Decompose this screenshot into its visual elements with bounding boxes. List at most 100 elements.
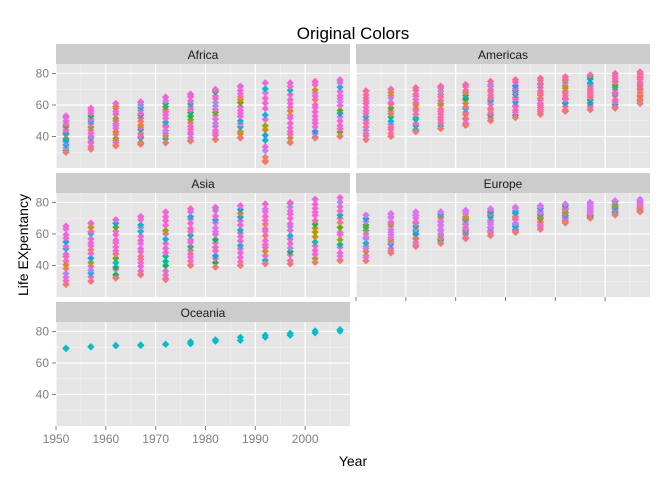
data-point-max: [162, 93, 170, 101]
data-point-max: [62, 222, 70, 230]
data-point: [336, 92, 344, 100]
data-point: [162, 267, 170, 275]
data-point: [62, 273, 70, 281]
data-point: [112, 254, 120, 262]
data-point: [137, 252, 145, 260]
y-tick-label: 40: [36, 387, 50, 401]
data-point: [236, 241, 244, 250]
data-point: [211, 228, 220, 236]
data-point: [236, 226, 244, 234]
data-point: [236, 209, 244, 218]
data-point: [387, 218, 395, 226]
data-point-min: [261, 260, 269, 268]
x-tick-label: 1980: [192, 432, 219, 446]
data-point: [311, 217, 319, 225]
data-point: [387, 104, 395, 112]
data-point-min: [511, 113, 520, 122]
x-tick-label: 2000: [292, 432, 319, 446]
facet-plot-area: [356, 64, 650, 168]
data-point: [286, 119, 294, 127]
data-point-min: [87, 145, 95, 153]
y-tick-label: 60: [36, 227, 50, 241]
data-point: [362, 123, 370, 131]
data-point-max: [336, 76, 344, 84]
data-point: [261, 205, 269, 213]
data-point: [261, 331, 269, 339]
data-point: [311, 86, 319, 94]
data-point: [387, 244, 395, 252]
data-point-min: [87, 277, 95, 285]
data-point: [87, 273, 95, 281]
data-point: [311, 123, 319, 131]
data-point: [112, 259, 120, 267]
data-point: [286, 244, 294, 252]
data-point: [87, 239, 95, 247]
data-point-max: [162, 208, 170, 216]
data-point-min: [536, 110, 544, 119]
data-point-max: [137, 213, 145, 221]
data-point-min: [511, 228, 520, 236]
data-point-min: [387, 132, 395, 141]
data-point-max: [236, 82, 244, 90]
data-point: [137, 121, 145, 129]
data-point: [387, 98, 395, 107]
data-point: [336, 223, 344, 231]
data-point: [162, 118, 170, 126]
data-point: [261, 216, 269, 224]
data-point-max: [311, 77, 319, 85]
chart-title: Original Colors: [297, 24, 409, 43]
data-point: [236, 106, 244, 115]
data-point: [186, 213, 195, 221]
data-point-min: [462, 121, 470, 130]
facet-strip: [56, 44, 350, 64]
facet-panels: Africa 40 60 80 Americas Asia 40 60 80 Europe Ocea…: [36, 44, 650, 446]
data-point: [112, 243, 120, 251]
data-point-max: [561, 200, 569, 208]
data-point: [62, 250, 70, 258]
data-point: [87, 258, 95, 267]
data-point: [211, 247, 220, 255]
data-point-max: [286, 198, 294, 207]
data-point: [336, 203, 344, 211]
data-point: [462, 108, 470, 116]
data-point: [311, 327, 319, 335]
data-point: [162, 271, 170, 279]
data-point: [261, 212, 269, 220]
data-point: [211, 236, 220, 244]
y-tick-label: 80: [36, 195, 50, 209]
data-point-max: [112, 216, 120, 224]
data-point-max: [412, 84, 420, 92]
data-point: [412, 120, 420, 128]
data-point-max: [311, 195, 319, 203]
data-point: [211, 212, 220, 220]
data-point: [87, 235, 95, 243]
data-point: [486, 104, 495, 112]
facet-panel-americas: Americas: [355, 44, 650, 168]
data-point: [261, 94, 269, 102]
data-point: [186, 236, 195, 244]
data-point-max: [486, 205, 495, 213]
facet-strip-label: Europe: [484, 177, 523, 191]
data-point: [261, 147, 269, 155]
data-point: [211, 336, 220, 344]
data-point: [211, 102, 220, 110]
facet-strip: [56, 173, 350, 193]
data-point: [186, 224, 195, 233]
data-point-min: [336, 257, 344, 265]
data-point-max: [611, 69, 619, 78]
data-point-min: [62, 148, 70, 156]
data-point: [236, 103, 244, 111]
data-point: [286, 86, 294, 94]
data-point: [311, 116, 319, 124]
data-point-min: [311, 134, 319, 142]
y-tick-label: 80: [36, 66, 50, 80]
data-point-max: [87, 219, 95, 227]
facet-strip: [56, 302, 350, 322]
data-point: [211, 252, 220, 260]
data-point: [462, 114, 470, 122]
data-point: [261, 111, 269, 119]
data-point: [261, 252, 269, 260]
data-point: [462, 103, 470, 111]
data-point: [137, 221, 145, 229]
data-point: [87, 227, 95, 236]
